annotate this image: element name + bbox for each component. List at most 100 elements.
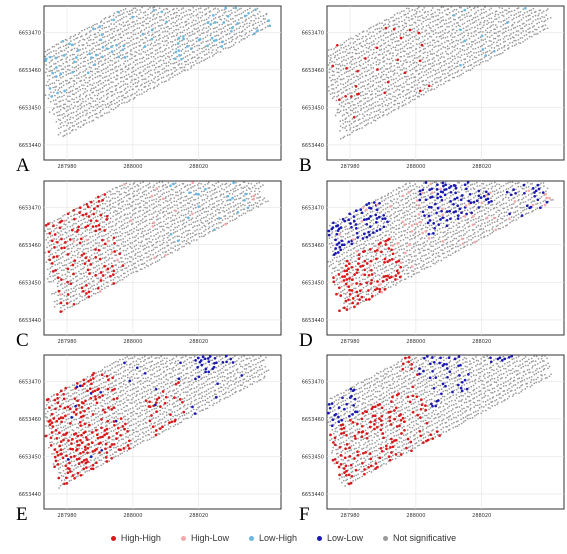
point-not-significative — [146, 207, 148, 209]
point-not-significative — [136, 22, 139, 25]
point-not-significative — [123, 96, 126, 99]
point-not-significative — [62, 278, 65, 281]
point-not-significative — [403, 26, 406, 29]
point-not-significative — [127, 225, 129, 227]
point-not-significative — [453, 55, 456, 58]
point-not-significative — [409, 100, 412, 103]
point-not-significative — [344, 85, 347, 88]
point-not-significative — [431, 48, 434, 51]
point-not-significative — [433, 60, 436, 62]
point-not-significative — [156, 21, 159, 24]
point-not-significative — [332, 53, 335, 55]
point-not-significative — [215, 196, 218, 198]
point-not-significative — [372, 80, 375, 82]
point-not-significative — [60, 243, 63, 246]
point-not-significative — [83, 266, 86, 269]
point-not-significative — [448, 11, 451, 14]
point-not-significative — [126, 231, 129, 233]
point-not-significative — [393, 91, 395, 94]
point-not-significative — [49, 235, 52, 238]
point-not-significative — [161, 18, 163, 21]
point-not-significative — [96, 210, 98, 212]
point-not-significative — [92, 292, 95, 295]
point-not-significative — [449, 74, 451, 76]
point-not-significative — [152, 253, 154, 256]
point-high-high — [56, 276, 60, 280]
point-not-significative — [150, 34, 153, 37]
point-not-significative — [474, 39, 476, 41]
point-not-significative — [379, 76, 382, 79]
point-not-significative — [105, 93, 108, 96]
point-not-significative — [530, 35, 533, 38]
point-not-significative — [417, 79, 420, 81]
point-not-significative — [463, 245, 466, 248]
point-not-significative — [465, 38, 468, 41]
point-not-significative — [358, 101, 361, 103]
point-not-significative — [63, 238, 66, 240]
point-not-significative — [413, 27, 416, 30]
point-not-significative — [69, 225, 72, 228]
point-not-significative — [106, 191, 109, 194]
point-not-significative — [176, 226, 179, 229]
point-not-significative — [392, 20, 395, 22]
point-not-significative — [115, 84, 118, 87]
point-not-significative — [382, 39, 385, 42]
point-not-significative — [80, 224, 82, 226]
point-not-significative — [187, 210, 190, 212]
point-not-significative — [96, 94, 99, 97]
point-not-significative — [455, 250, 457, 252]
point-not-significative — [379, 68, 382, 70]
point-not-significative — [109, 101, 112, 104]
point-not-significative — [525, 24, 528, 26]
point-not-significative — [413, 57, 416, 59]
point-not-significative — [520, 18, 523, 21]
point-not-significative — [466, 53, 468, 55]
point-not-significative — [192, 61, 194, 64]
point-not-significative — [75, 303, 78, 305]
point-not-significative — [491, 43, 493, 46]
point-not-significative — [48, 255, 50, 258]
point-low-high — [176, 42, 180, 45]
point-not-significative — [101, 266, 104, 269]
point-not-significative — [56, 70, 58, 72]
point-not-significative — [88, 102, 90, 105]
point-not-significative — [60, 225, 63, 228]
point-not-significative — [453, 36, 456, 38]
point-not-significative — [242, 190, 245, 193]
point-not-significative — [162, 251, 164, 254]
point-high-high — [89, 200, 93, 204]
point-not-significative — [88, 39, 90, 42]
point-not-significative — [156, 182, 158, 185]
point-not-significative — [86, 53, 89, 56]
point-not-significative — [356, 111, 359, 113]
point-not-significative — [217, 8, 219, 10]
point-not-significative — [67, 289, 70, 291]
point-not-significative — [517, 216, 520, 219]
point-not-significative — [414, 16, 417, 18]
point-not-significative — [413, 54, 416, 57]
point-not-significative — [102, 72, 104, 75]
point-not-significative — [189, 242, 191, 245]
point-not-significative — [66, 298, 69, 300]
point-not-significative — [440, 259, 443, 262]
point-high-low — [110, 250, 114, 254]
point-not-significative — [526, 37, 529, 40]
point-not-significative — [384, 23, 387, 26]
point-not-significative — [467, 65, 469, 68]
point-not-significative — [367, 119, 369, 121]
point-not-significative — [485, 15, 488, 18]
point-not-significative — [201, 14, 204, 17]
point-not-significative — [115, 282, 117, 284]
point-not-significative — [159, 73, 161, 76]
point-not-significative — [207, 227, 210, 230]
point-not-significative — [103, 215, 106, 217]
point-not-significative — [368, 104, 371, 106]
point-not-significative — [334, 54, 337, 57]
point-not-significative — [101, 235, 103, 237]
point-not-significative — [191, 51, 194, 53]
point-not-significative — [545, 9, 548, 12]
point-not-significative — [171, 48, 174, 51]
point-low-high — [150, 28, 154, 32]
point-not-significative — [97, 260, 99, 263]
point-not-significative — [83, 298, 86, 301]
